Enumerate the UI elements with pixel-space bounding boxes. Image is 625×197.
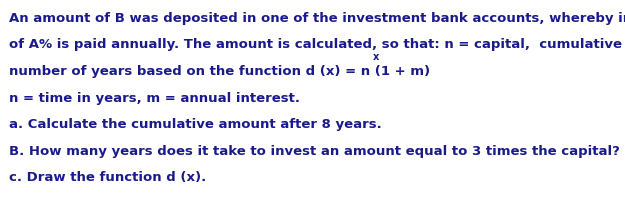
Text: number of years based on the function d (x) = n (1 + m): number of years based on the function d … <box>9 65 431 78</box>
Text: n = time in years, m = annual interest.: n = time in years, m = annual interest. <box>9 92 301 105</box>
Text: B. How many years does it take to invest an amount equal to 3 times the capital?: B. How many years does it take to invest… <box>9 145 620 158</box>
Text: a. Calculate the cumulative amount after 8 years.: a. Calculate the cumulative amount after… <box>9 118 382 131</box>
Text: of A% is paid annually. The amount is calculated, so that: n = capital,  cumulat: of A% is paid annually. The amount is ca… <box>9 38 625 51</box>
Text: An amount of B was deposited in one of the investment bank accounts, whereby int: An amount of B was deposited in one of t… <box>9 12 625 25</box>
Text: c. Draw the function d (x).: c. Draw the function d (x). <box>9 171 207 184</box>
Text: x: x <box>372 52 379 62</box>
